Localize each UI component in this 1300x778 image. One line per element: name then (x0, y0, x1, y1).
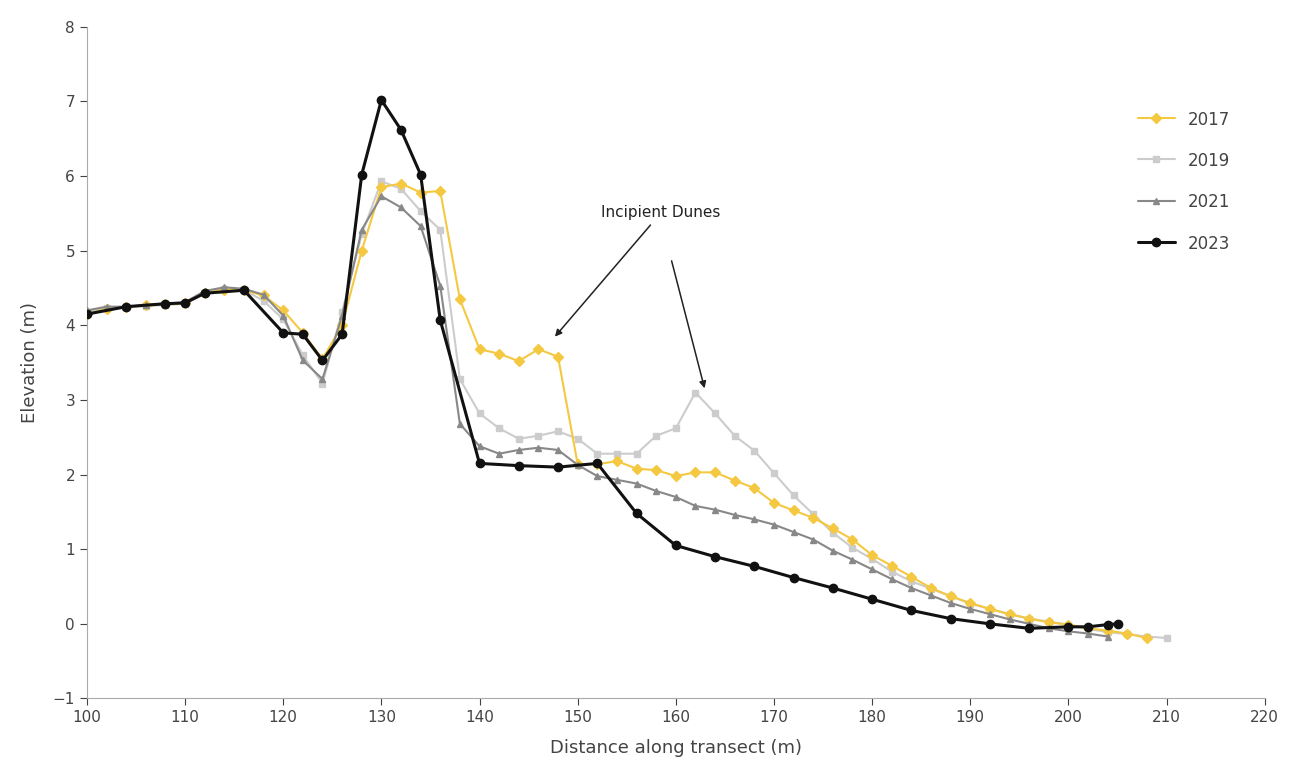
2023 (1022, 624, 1037, 633)
2021 (79, 306, 95, 315)
Line: 2021: 2021 (83, 193, 1112, 640)
2023 (118, 302, 134, 311)
2021 (1002, 615, 1018, 624)
2019 (1158, 633, 1174, 643)
Line: 2019: 2019 (83, 178, 1170, 642)
Y-axis label: Elevation (m): Elevation (m) (21, 302, 39, 423)
2023 (746, 562, 762, 571)
2023 (1061, 622, 1076, 632)
2023 (864, 594, 880, 604)
2023 (79, 310, 95, 319)
2023 (1080, 622, 1096, 632)
2017 (79, 310, 95, 319)
2019 (373, 177, 389, 186)
2023 (315, 356, 330, 365)
2019 (766, 468, 781, 478)
2023 (393, 125, 408, 135)
2023 (903, 606, 919, 615)
2017 (1119, 629, 1135, 638)
2023 (472, 459, 488, 468)
2023 (668, 541, 684, 550)
2023 (354, 170, 369, 179)
2023 (334, 330, 350, 339)
2023 (707, 552, 723, 562)
2017 (393, 179, 408, 188)
2017 (334, 321, 350, 330)
2023 (982, 619, 997, 629)
2023 (550, 462, 566, 471)
2017 (1041, 618, 1057, 627)
2023 (413, 170, 429, 179)
2023 (1100, 620, 1115, 629)
2023 (433, 315, 448, 324)
Line: 2017: 2017 (83, 180, 1150, 642)
2021 (746, 515, 762, 524)
2023 (295, 330, 311, 339)
2021 (1100, 632, 1115, 641)
2021 (688, 501, 703, 510)
2023 (373, 95, 389, 104)
2023 (196, 289, 212, 298)
2019 (491, 424, 507, 433)
2021 (373, 191, 389, 201)
2019 (923, 584, 939, 594)
2021 (707, 505, 723, 514)
Legend: 2017, 2019, 2021, 2023: 2017, 2019, 2021, 2023 (1130, 103, 1239, 261)
Text: Incipient Dunes: Incipient Dunes (556, 205, 720, 335)
2017 (196, 289, 212, 298)
2023 (157, 299, 173, 308)
2019 (806, 510, 822, 519)
2023 (276, 328, 291, 338)
2023 (826, 584, 841, 593)
2017 (491, 349, 507, 359)
2023 (177, 298, 192, 307)
2023 (589, 459, 604, 468)
2023 (785, 573, 801, 582)
2019 (99, 303, 114, 313)
X-axis label: Distance along transect (m): Distance along transect (m) (550, 739, 802, 757)
2017 (1139, 633, 1154, 643)
2023 (511, 461, 526, 471)
2019 (79, 307, 95, 317)
Line: 2023: 2023 (83, 96, 1122, 633)
2023 (1110, 619, 1126, 629)
2017 (276, 306, 291, 315)
2021 (884, 574, 900, 584)
2023 (942, 614, 958, 623)
2023 (237, 286, 252, 295)
2019 (707, 408, 723, 418)
2023 (629, 509, 645, 518)
2021 (354, 225, 369, 234)
